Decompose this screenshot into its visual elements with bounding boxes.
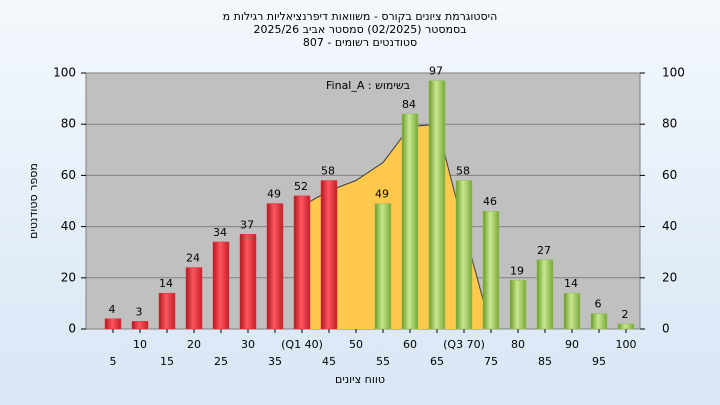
title-line: סטודנטים רשומים - 807 [303, 36, 417, 49]
y-tick-label: 60 [61, 168, 76, 182]
x-tick-label: 60 [403, 338, 417, 351]
x-tick-label: 45 [322, 355, 336, 368]
x-tick-label: 30 [241, 338, 255, 351]
bar [374, 203, 392, 330]
x-tick-label: (Q1 40) [281, 338, 323, 351]
y-axis-title: מספר סטודנטים [27, 163, 40, 239]
x-tick-label: (Q3 70) [443, 338, 485, 351]
x-tick-label: 65 [430, 355, 444, 368]
x-tick-label: 15 [160, 355, 174, 368]
bar [266, 203, 284, 330]
bar [590, 313, 608, 330]
title-line: בסמסטר (02/2025) סמסטר אביב 2025/26 [253, 23, 466, 36]
value-label: 58 [321, 165, 335, 178]
value-label: 6 [595, 298, 602, 311]
legend-text: Final_A : בשימוש [326, 79, 410, 92]
bar [482, 210, 500, 330]
x-tick-label: 95 [592, 355, 606, 368]
value-label: 46 [483, 195, 497, 208]
y2-tick-label: 20 [662, 270, 677, 284]
x-tick-label: 85 [538, 355, 552, 368]
y-tick-label: 0 [68, 322, 76, 336]
y2-tick-label: 60 [662, 168, 677, 182]
bar [158, 292, 176, 330]
bar [428, 80, 446, 330]
x-tick-label: 20 [187, 338, 201, 351]
value-label: 3 [136, 305, 143, 318]
bar [293, 195, 311, 330]
value-label: 52 [294, 180, 308, 193]
y-tick-label: 100 [53, 66, 76, 80]
y2-tick-label: 80 [662, 117, 677, 131]
x-tick-label: 25 [214, 355, 228, 368]
x-tick-label: 100 [616, 338, 637, 351]
x-tick-label: 90 [565, 338, 579, 351]
y-tick-label: 20 [61, 270, 76, 284]
bar [104, 318, 122, 330]
bar [401, 113, 419, 330]
bar [239, 234, 257, 330]
value-label: 27 [537, 244, 551, 257]
bar [212, 241, 230, 330]
value-label: 58 [456, 165, 470, 178]
bar [185, 267, 203, 330]
bar [536, 259, 554, 330]
x-tick-label: 10 [133, 338, 147, 351]
x-tick-label: 55 [376, 355, 390, 368]
x-tick-label: 50 [349, 338, 363, 351]
x-tick-label: 35 [268, 355, 282, 368]
y2-tick-label: 0 [662, 322, 670, 336]
value-label: 97 [429, 65, 443, 78]
value-label: 34 [213, 226, 227, 239]
y2-tick-label: 40 [662, 219, 677, 233]
bar [617, 323, 635, 330]
x-tick-label: 75 [484, 355, 498, 368]
x-tick-label: 5 [110, 355, 117, 368]
y2-tick-label: 100 [662, 66, 685, 80]
bar [563, 292, 581, 330]
bar [131, 321, 149, 330]
x-tick-label: 80 [511, 338, 525, 351]
value-label: 19 [510, 264, 524, 277]
x-axis-title: טווח ציונים [335, 373, 385, 386]
value-label: 84 [402, 98, 416, 111]
value-label: 24 [186, 252, 200, 265]
plot: 0 20 40 60 80 100 0 20 40 60 80 100 5 10 15 20 25 30 35 (Q1… [53, 65, 685, 368]
bar [455, 180, 473, 330]
value-label: 37 [240, 218, 254, 231]
value-label: 14 [564, 277, 578, 290]
value-label: 49 [267, 188, 281, 201]
value-label: 14 [159, 277, 173, 290]
y-tick-label: 80 [61, 117, 76, 131]
value-label: 49 [375, 188, 389, 201]
bar [509, 280, 527, 330]
title-line: היסטוגרמת ציונים בקורס - משוואות דיפרנצי… [223, 10, 498, 23]
value-label: 2 [622, 308, 629, 321]
y-tick-label: 40 [61, 219, 76, 233]
value-label: 4 [109, 303, 116, 316]
bar [320, 180, 338, 330]
